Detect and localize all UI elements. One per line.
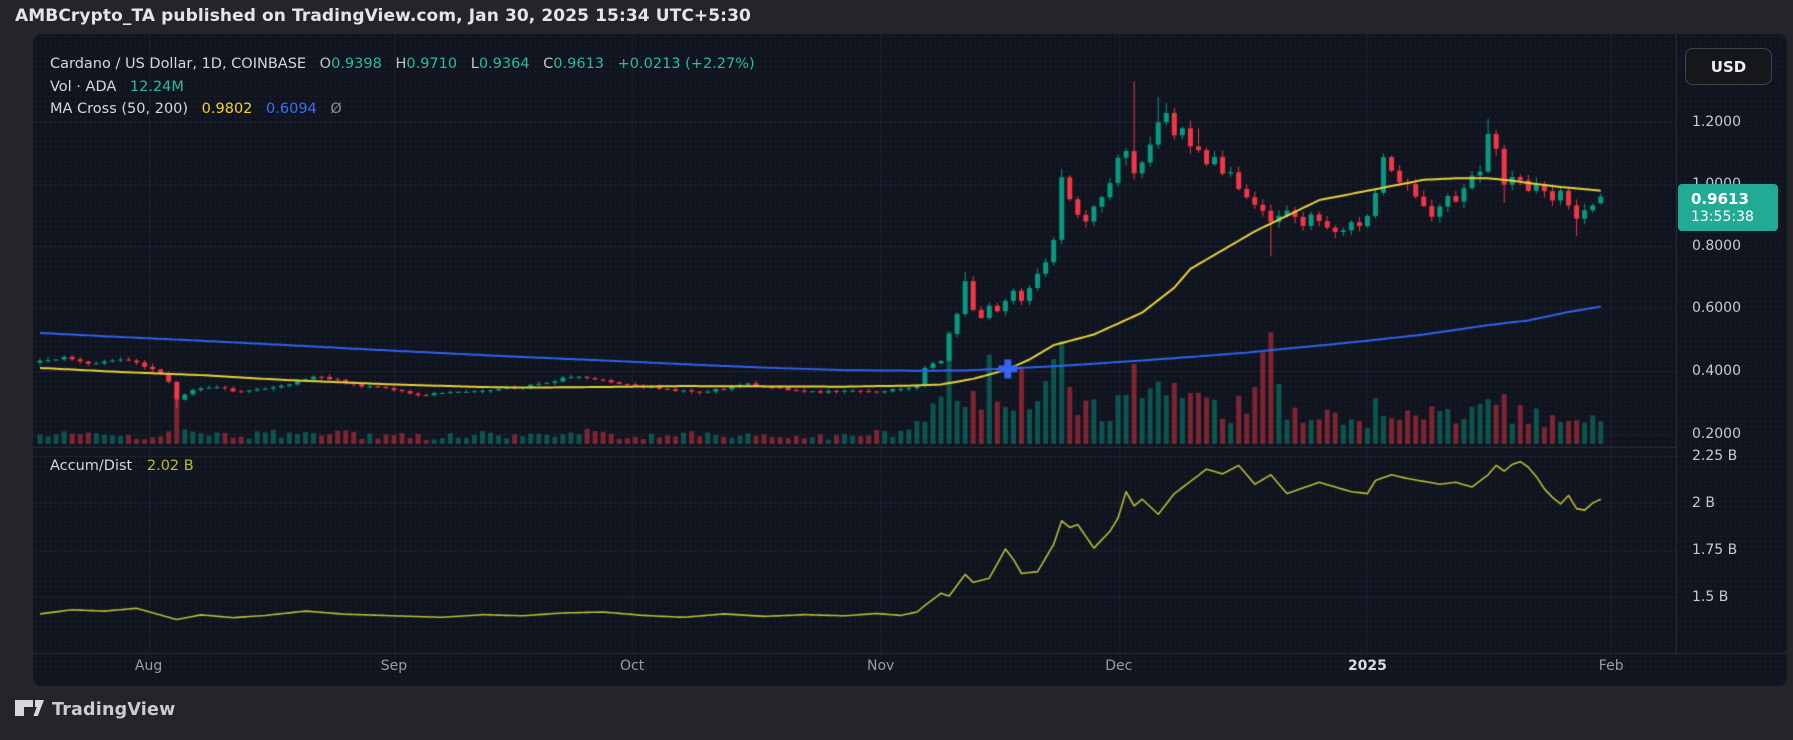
time-tick-label: Sep (380, 658, 408, 674)
page-title: AMBCrypto_TA published on TradingView.co… (15, 6, 751, 26)
accum-dist-legend-row[interactable]: Accum/Dist 2.02 B (50, 458, 194, 474)
last-price-badge: 0.9613 13:55:38 (1678, 184, 1778, 231)
indicator-tick-label: 1.75 B (1692, 542, 1738, 558)
badge-price: 0.9613 (1691, 189, 1749, 208)
indicator-tick-label: 1.5 B (1692, 589, 1729, 605)
ohlc-low-label: L (470, 56, 479, 72)
accum-dist-value: 2.02 B (146, 458, 194, 474)
chart-panel: Cardano / US Dollar, 1D, COINBASE O0.939… (33, 34, 1787, 686)
ma200-value: 0.6094 (266, 101, 317, 117)
tradingview-logo-icon (15, 700, 44, 716)
legend-ma-cross-row[interactable]: MA Cross (50, 200) 0.9802 0.6094 Ø (50, 101, 342, 117)
currency-toggle-button[interactable]: USD (1685, 48, 1772, 85)
legend-symbol-row[interactable]: Cardano / US Dollar, 1D, COINBASE O0.939… (50, 56, 755, 72)
ohlc-high-label: H (395, 56, 407, 72)
price-tick-label: 0.8000 (1692, 238, 1741, 254)
ohlc-low-value: 0.9364 (478, 56, 530, 72)
time-tick-label: Oct (620, 658, 645, 674)
ohlc-open-label: O (319, 56, 332, 72)
badge-countdown: 13:55:38 (1691, 209, 1754, 226)
ohlc-close-value: 0.9613 (553, 56, 605, 72)
price-tick-label: 0.6000 (1692, 300, 1741, 316)
indicator-tick-label: 2 B (1692, 495, 1715, 511)
time-tick-label: Nov (867, 658, 895, 674)
ma-cross-label: MA Cross (50, 200) (50, 101, 189, 117)
volume-label: Vol · ADA (50, 79, 117, 95)
ohlc-close-label: C (543, 56, 554, 72)
time-tick-label: 2025 (1347, 658, 1387, 674)
chart-canvas[interactable] (33, 34, 1787, 686)
tradingview-logo[interactable]: TradingView (15, 700, 175, 720)
change-value: +0.0213 (+2.27%) (617, 56, 755, 72)
ma50-value: 0.9802 (201, 101, 253, 117)
indicator-tick-label: 2.25 B (1692, 448, 1738, 464)
legend-volume-row[interactable]: Vol · ADA 12.24M (50, 79, 184, 95)
symbol-title: Cardano / US Dollar, 1D, COINBASE (50, 56, 307, 72)
tradingview-logo-text: TradingView (52, 700, 176, 720)
price-tick-label: 0.2000 (1692, 426, 1741, 442)
accum-dist-label: Accum/Dist (50, 458, 133, 474)
ohlc-high-value: 0.9710 (406, 56, 458, 72)
time-tick-label: Dec (1105, 658, 1133, 674)
price-tick-label: 0.4000 (1692, 363, 1741, 379)
price-tick-label: 1.2000 (1692, 114, 1741, 130)
volume-value: 12.24M (129, 79, 184, 95)
time-tick-label: Aug (134, 658, 163, 674)
time-tick-label: Feb (1598, 658, 1624, 674)
ma-cross-empty-value: Ø (330, 101, 342, 117)
ohlc-open-value: 0.9398 (331, 56, 382, 72)
